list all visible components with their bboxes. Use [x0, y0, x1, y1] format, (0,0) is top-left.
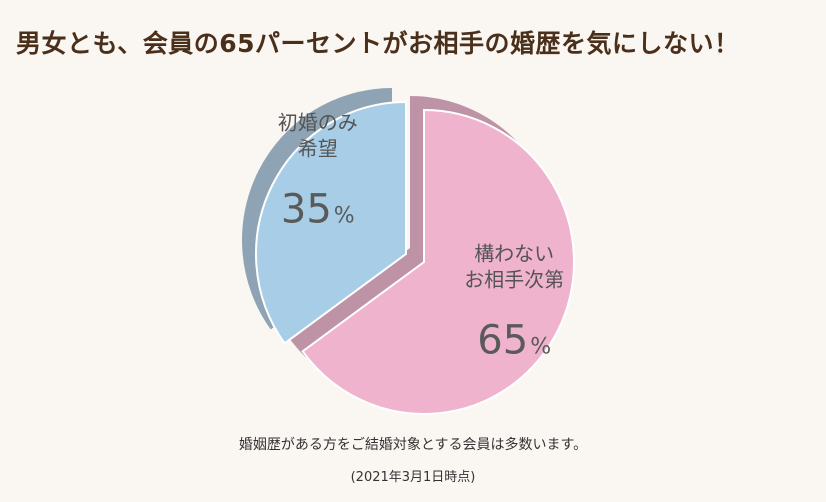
pie-slice-value: 35%	[281, 187, 355, 233]
pie-slice-value: 65%	[477, 317, 551, 363]
pie-slice-label-line: 初婚のみ	[278, 111, 358, 135]
pie-slice-0	[301, 108, 575, 415]
pie-slice-label-line: お相手次第	[464, 267, 564, 291]
pie-slice-label-line: 希望	[298, 137, 338, 161]
pie-slice-label-line: 構わない	[474, 241, 554, 265]
pie-slice-1	[255, 100, 407, 345]
caption-date: (2021年3月1日時点)	[350, 470, 476, 485]
caption-note: 婚姻歴がある方をご結婚対象とする会員は多数います。	[238, 437, 588, 453]
headline: 男女とも、会員の65パーセントがお相手の婚歴を気にしない！	[16, 29, 740, 58]
